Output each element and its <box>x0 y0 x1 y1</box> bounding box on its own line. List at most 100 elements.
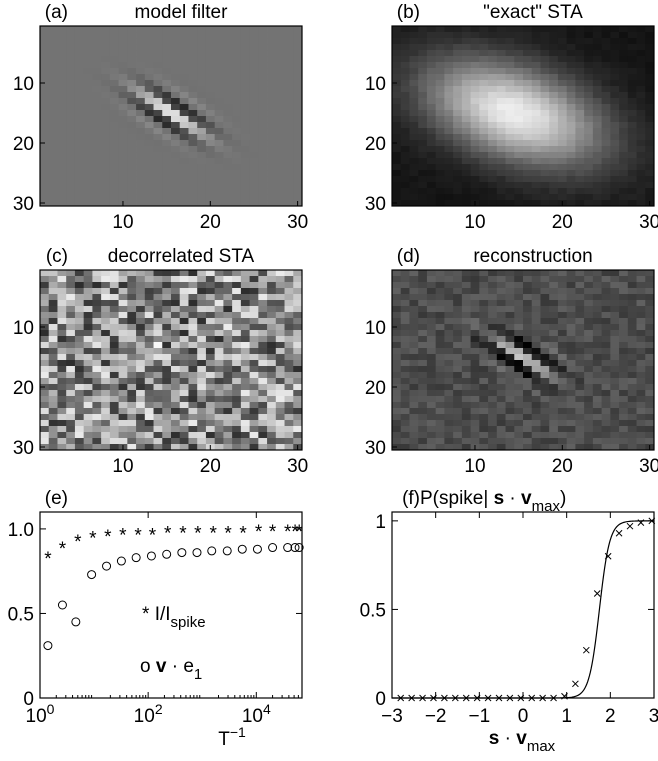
heatmap-cell <box>636 288 646 295</box>
heatmap-cell <box>444 80 454 87</box>
heatmap-cell <box>636 366 646 373</box>
heatmap-cell <box>444 444 454 451</box>
heatmap-cell <box>575 294 585 301</box>
heatmap-cell <box>645 384 655 391</box>
heatmap-cell <box>171 294 181 301</box>
heatmap-cell <box>258 348 268 355</box>
heatmap-cell <box>400 366 410 373</box>
heatmap-cell <box>118 288 128 295</box>
heatmap-cell <box>636 306 646 313</box>
heatmap-cell <box>232 56 242 63</box>
heatmap-cell <box>57 194 67 201</box>
heatmap-cell <box>505 390 515 397</box>
heatmap-cell <box>610 354 620 361</box>
heatmap-cell <box>197 86 207 93</box>
heatmap-cell <box>293 414 303 421</box>
heatmap-cell <box>479 182 489 189</box>
heatmap-cell <box>619 182 629 189</box>
heatmap-cell <box>444 288 454 295</box>
heatmap-cell <box>566 396 576 403</box>
x-marker-stroke <box>473 694 481 702</box>
heatmap-cell <box>223 348 233 355</box>
heatmap-cell <box>575 318 585 325</box>
heatmap-cell <box>575 176 585 183</box>
heatmap-cell <box>144 176 154 183</box>
heatmap-cell <box>619 300 629 307</box>
heatmap-cell <box>232 152 242 159</box>
heatmap-cell <box>610 32 620 39</box>
heatmap-cell <box>258 420 268 427</box>
heatmap-cell <box>400 354 410 361</box>
asterisk-point: * <box>210 524 218 545</box>
heatmap-cell <box>636 336 646 343</box>
heatmap-cell <box>409 282 419 289</box>
heatmap-cell <box>92 270 102 277</box>
heatmap-cell <box>514 86 524 93</box>
heatmap-cell <box>197 128 207 135</box>
heatmap-cell <box>171 92 181 99</box>
heatmap-cell <box>214 188 224 195</box>
heatmap-cell <box>426 128 437 135</box>
heatmap-cell <box>293 336 303 343</box>
heatmap-cell <box>205 288 216 295</box>
heatmap-cell <box>392 288 402 295</box>
heatmap-cell <box>479 348 489 355</box>
heatmap-cell <box>258 378 268 385</box>
heatmap-cell <box>610 342 620 349</box>
heatmap-cell <box>619 116 629 123</box>
heatmap-cell <box>240 140 250 147</box>
heatmap-cell <box>488 86 498 93</box>
heatmap-cell <box>470 152 480 159</box>
heatmap-cell <box>214 194 224 201</box>
heatmap-cell <box>619 408 629 415</box>
heatmap-cell <box>610 110 620 117</box>
heatmap-cell <box>153 128 163 135</box>
heatmap-cell <box>400 56 410 63</box>
heatmap-cell <box>188 426 198 433</box>
heatmap-cell <box>496 306 506 313</box>
heatmap-cell <box>171 336 181 343</box>
heatmap-cell <box>619 92 629 99</box>
heatmap-cell <box>619 318 629 325</box>
heatmap-cell <box>636 432 646 439</box>
heatmap-cell <box>444 110 454 117</box>
heatmap-cell <box>223 110 233 117</box>
heatmap-cell <box>514 426 524 433</box>
heatmap-cell <box>109 402 119 409</box>
heatmap-cell <box>197 288 207 295</box>
heatmap-cell <box>101 276 111 283</box>
heatmap-cell <box>118 128 128 135</box>
heatmap-cell <box>400 270 410 277</box>
heatmap-cell <box>444 336 454 343</box>
heatmap-cell <box>619 62 629 69</box>
heatmap-cell <box>566 408 576 415</box>
heatmap-cell <box>197 32 207 39</box>
x-marker-point <box>517 694 525 702</box>
heatmap-cell <box>435 80 445 87</box>
heatmap-cell <box>240 134 250 141</box>
heatmap-cell <box>284 188 294 195</box>
heatmap-cell <box>426 158 437 165</box>
heatmap-cell <box>223 68 233 75</box>
heatmap-cell <box>409 50 419 57</box>
heatmap-cell <box>470 176 480 183</box>
asterisk-point: * <box>164 524 172 545</box>
heatmap-cell <box>83 324 93 331</box>
heatmap-cell <box>575 372 585 379</box>
heatmap-cell <box>426 312 437 319</box>
heatmap-cell <box>592 116 602 123</box>
heatmap-cell <box>205 188 216 195</box>
heatmap-cell <box>435 134 445 141</box>
heatmap-cell <box>645 116 655 123</box>
heatmap-cell <box>179 92 189 99</box>
heatmap-cell <box>470 56 480 63</box>
heatmap-cell <box>205 342 216 349</box>
heatmap-cell <box>118 312 128 319</box>
heatmap-cell <box>205 146 216 153</box>
heatmap-cell <box>197 50 207 57</box>
heatmap-cell <box>435 336 445 343</box>
heatmap-cell <box>74 50 85 57</box>
heatmap-cell <box>293 324 303 331</box>
heatmap-cell <box>197 200 207 207</box>
heatmap-cell <box>444 276 454 283</box>
